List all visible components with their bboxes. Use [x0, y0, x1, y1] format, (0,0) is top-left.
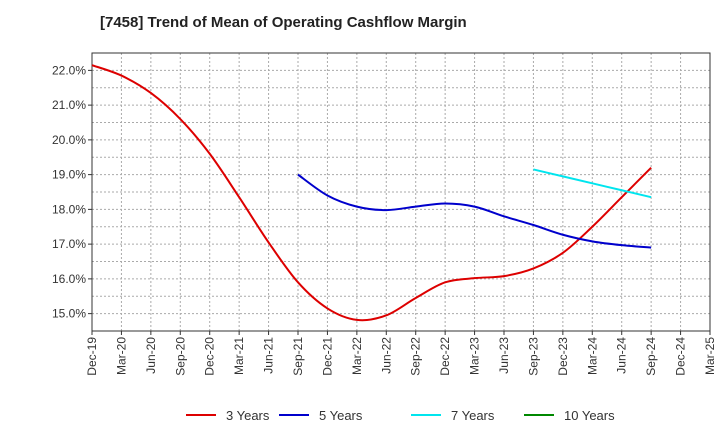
- x-tick-label: Mar-22: [350, 337, 364, 375]
- series-line-5-years: [297, 173, 652, 249]
- chart-title: [7458] Trend of Mean of Operating Cashfl…: [100, 14, 467, 31]
- x-tick-label: Sep-23: [526, 337, 540, 376]
- x-tick-label: Mar-23: [468, 337, 482, 375]
- legend: 3 Years 5 Years 7 Years 10 Years: [0, 405, 720, 425]
- x-tick-label: Mar-21: [232, 337, 246, 375]
- y-tick-label: 16.0%: [52, 272, 86, 286]
- legend-label: 10 Years: [564, 407, 615, 423]
- legend-item: 10 Years: [524, 405, 615, 425]
- x-tick-label: Dec-24: [674, 337, 688, 376]
- legend-swatch: [279, 414, 309, 416]
- x-tick-label: Mar-20: [114, 337, 128, 375]
- series: [91, 64, 652, 322]
- legend-label: 5 Years: [319, 407, 363, 423]
- y-tick-label: 20.0%: [52, 133, 86, 147]
- legend-item: 7 Years: [411, 405, 494, 425]
- x-tick-label: Sep-22: [409, 337, 423, 376]
- y-tick-label: 18.0%: [52, 202, 86, 216]
- axes: 15.0% 16.0% 17.0% 18.0% 19.0% 20.0% 21.0% 22.0%…: [52, 63, 717, 375]
- x-tick-label: Sep-24: [644, 337, 658, 376]
- legend-swatch: [186, 414, 216, 416]
- legend-label: 7 Years: [451, 407, 495, 423]
- x-tick-label: Jun-22: [379, 337, 393, 374]
- x-tick-label: Dec-19: [85, 337, 99, 376]
- x-tick-label: Dec-21: [320, 337, 334, 376]
- grid: [92, 53, 710, 331]
- x-tick-label: Mar-24: [585, 337, 599, 375]
- x-tick-label: Jun-23: [497, 337, 511, 374]
- y-tick-label: 15.0%: [52, 307, 86, 321]
- x-tick-label: Dec-23: [556, 337, 570, 376]
- y-tick-label: 21.0%: [52, 98, 86, 112]
- y-tick-label: 19.0%: [52, 168, 86, 182]
- series-line-3-years: [91, 64, 652, 322]
- x-tick-label: Jun-20: [144, 337, 158, 374]
- x-tick-label: Dec-20: [203, 337, 217, 376]
- x-tick-label: Sep-21: [291, 337, 305, 376]
- x-tick-label: Dec-22: [438, 337, 452, 376]
- legend-swatch: [411, 414, 441, 416]
- y-tick-label: 17.0%: [52, 237, 86, 251]
- x-tick-label: Jun-24: [615, 337, 629, 374]
- legend-item: 5 Years: [279, 405, 362, 425]
- legend-swatch: [524, 414, 554, 416]
- y-tick-label: 22.0%: [52, 63, 86, 77]
- x-tick-label: Jun-21: [262, 337, 276, 374]
- plot-frame: [91, 52, 711, 332]
- x-tick-label: Sep-20: [173, 337, 187, 376]
- legend-item: 3 Years: [186, 405, 269, 425]
- legend-label: 3 Years: [226, 407, 270, 423]
- x-tick-label: Mar-25: [703, 337, 717, 375]
- series-line-7-years: [533, 168, 652, 199]
